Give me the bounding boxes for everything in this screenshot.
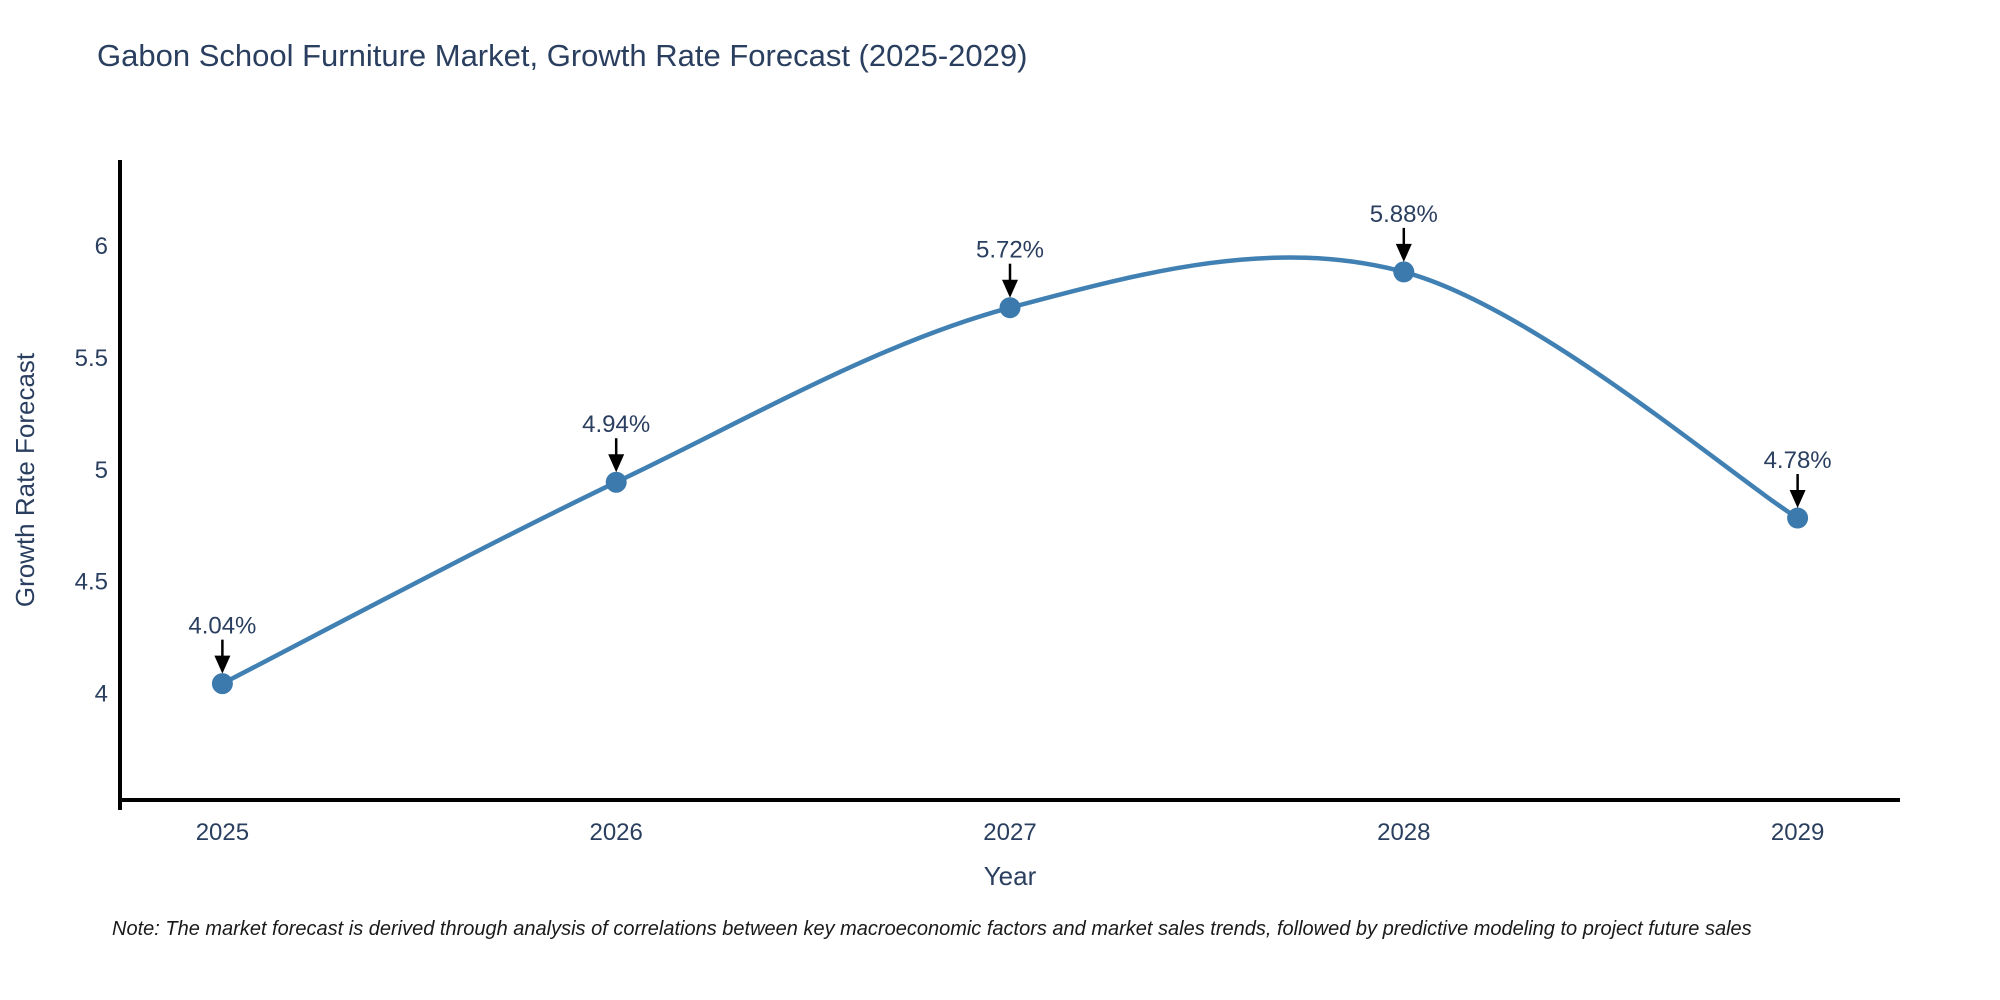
y-tick-label: 5.5 [75, 345, 108, 372]
chart-title: Gabon School Furniture Market, Growth Ra… [97, 38, 1028, 73]
annotation-arrow-head [1002, 279, 1018, 298]
annotation-arrow-head [1395, 243, 1412, 262]
annotation-arrow-head [1789, 490, 1806, 509]
x-tick-label: 2025 [196, 819, 249, 846]
annotation-label: 5.88% [1370, 201, 1438, 228]
data-point-marker[interactable] [1787, 507, 1809, 529]
x-tick-label: 2027 [983, 819, 1036, 846]
annotation-label: 4.78% [1764, 447, 1832, 474]
data-point-marker[interactable] [211, 673, 233, 695]
annotation-label: 5.72% [976, 237, 1044, 264]
annotation-arrow-head [608, 454, 625, 473]
data-point-marker[interactable] [1393, 261, 1415, 283]
annotation-arrow-head [214, 655, 231, 674]
x-tick-label: 2026 [589, 819, 642, 846]
y-axis-title: Growth Rate Forecast [10, 352, 40, 607]
data-point-marker[interactable] [605, 471, 627, 493]
annotation-label: 4.94% [582, 411, 650, 438]
trend-line [220, 255, 1800, 686]
y-tick-label: 4.5 [75, 569, 108, 596]
data-point-marker[interactable] [999, 297, 1021, 319]
x-axis-title: Year [984, 861, 1037, 891]
y-tick-label: 5 [95, 457, 108, 484]
annotation-label: 4.04% [188, 613, 256, 640]
x-tick-label: 2028 [1377, 819, 1430, 846]
series-layer [211, 255, 1809, 695]
x-tick-label: 2029 [1771, 819, 1824, 846]
y-tick-label: 4 [95, 681, 108, 708]
annotation-layer: 4.04% 4.94% 5.72% 5.88% 4.78% [188, 201, 1832, 674]
axes-layer: 4 4.5 5 5.5 6 2025 2026 2027 2028 2029 [75, 160, 1900, 846]
y-tick-label: 6 [95, 233, 108, 260]
note-text: Note: The market forecast is derived thr… [112, 918, 1752, 940]
